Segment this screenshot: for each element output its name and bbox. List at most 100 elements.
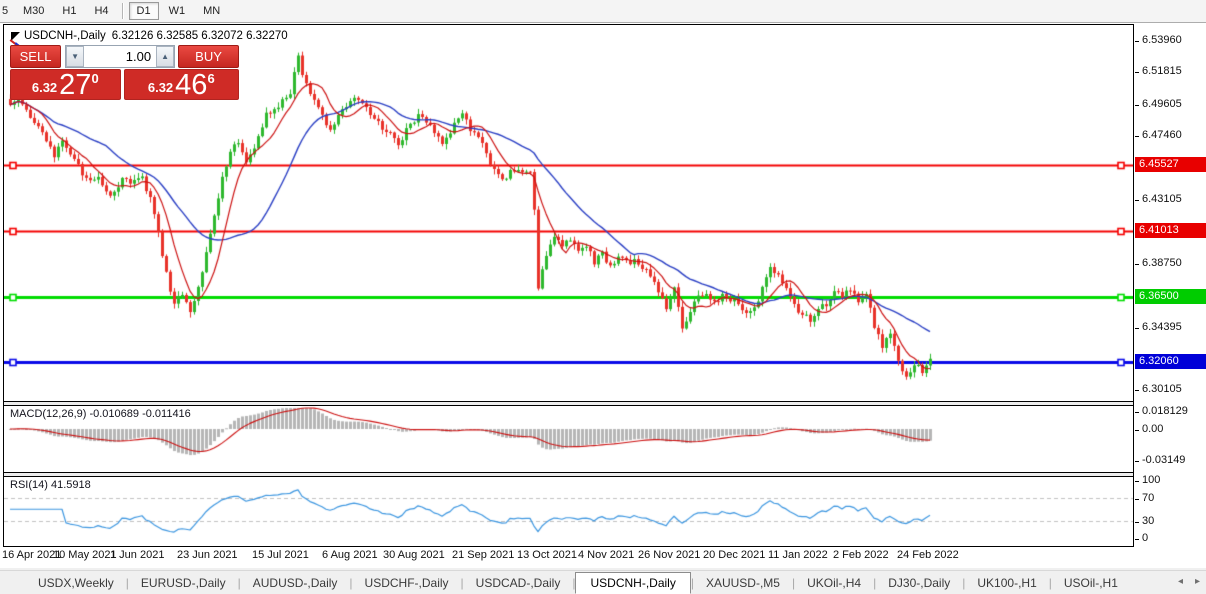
timeframe-m30-button[interactable]: M30 — [23, 5, 45, 17]
tab-usdchf-daily[interactable]: USDCHF-,Daily — [364, 575, 449, 590]
tab-dj30-daily[interactable]: DJ30-,Daily — [888, 575, 951, 590]
price-panel: USDCNH-,Daily 6.32126 6.32585 6.32072 6.… — [4, 25, 1133, 401]
timeframe-h4-button[interactable]: H4 — [94, 5, 109, 17]
tab-separator: | — [349, 575, 353, 590]
axis-tick-label: 70 — [1142, 491, 1155, 504]
one-click-trade-panel: SELL ▼ 1.00 ▲ BUY 6.32 27 0 6.32 46 6 — [10, 45, 239, 100]
date-tick-label: 30 Aug 2021 — [383, 549, 445, 561]
tab-usdcnh-daily[interactable]: USDCNH-,Daily — [575, 571, 691, 594]
price-level-badge-6.32060: 6.32060 — [1135, 353, 1206, 369]
axis-tick-label: -0.03149 — [1142, 454, 1186, 467]
macd-chart-canvas[interactable] — [4, 406, 1133, 472]
axis-tick-label: 30 — [1142, 514, 1155, 527]
tab-separator: | — [690, 575, 694, 590]
sell-price-prefix: 6.32 — [31, 80, 58, 95]
tab-scroll-left-button[interactable]: ◂ — [1177, 576, 1183, 587]
sell-price-point: 0 — [91, 71, 99, 86]
timeframe-mn-button[interactable]: MN — [203, 5, 221, 17]
tab-usdcad-daily[interactable]: USDCAD-,Daily — [475, 575, 561, 590]
macd-label: MACD(12,26,9) -0.010689 -0.011416 — [10, 408, 191, 420]
tab-scroll-right-button[interactable]: ▸ — [1194, 576, 1200, 587]
buy-button[interactable]: BUY — [178, 45, 239, 68]
timeframe-d1-button[interactable]: D1 — [128, 2, 159, 20]
date-tick-label: 6 Aug 2021 — [322, 549, 378, 561]
axis-tick-mark — [1135, 41, 1139, 42]
volume-decrease-button[interactable]: ▼ — [66, 46, 85, 67]
volume-increase-button[interactable]: ▲ — [156, 46, 175, 67]
axis-tick-label: 0.00 — [1142, 423, 1164, 435]
panel-splitter[interactable] — [4, 472, 1133, 477]
axis-tick-label: 100 — [1142, 474, 1161, 487]
axis-tick-mark — [1135, 498, 1139, 500]
timeframe-h1-button[interactable]: H1 — [62, 5, 77, 17]
panel-splitter[interactable] — [4, 401, 1133, 406]
chart-title: USDCNH-,Daily — [24, 30, 106, 42]
axis-tick-label: 6.38750 — [1142, 256, 1182, 269]
volume-input[interactable]: 1.00 — [125, 49, 152, 64]
axis-tick-mark — [1135, 539, 1139, 540]
buy-price-point: 6 — [207, 71, 215, 86]
tab-separator: | — [791, 575, 796, 590]
buy-price-prefix: 6.32 — [147, 80, 174, 95]
axis-tick-label: 6.43105 — [1142, 193, 1182, 206]
date-tick-label: 23 Jun 2021 — [177, 549, 238, 561]
tab-uk100-h1[interactable]: UK100-,H1 — [977, 575, 1037, 590]
chart-tab-bar: USDX,Weekly | EURUSD-,Daily | AUDUSD-,Daily |… — [0, 570, 1206, 594]
tab-separator: | — [237, 575, 241, 590]
date-tick-label: 26 Nov 2021 — [638, 549, 701, 561]
tab-usoil-h1[interactable]: USOil-,H1 — [1063, 575, 1118, 590]
tab-separator: | — [460, 575, 464, 590]
timeframe-w1-button[interactable]: W1 — [168, 5, 186, 17]
tab-separator: | — [125, 575, 129, 590]
axis-tick-mark — [1135, 72, 1139, 74]
tab-ukoil-h4[interactable]: UKOil-,H4 — [807, 575, 862, 590]
chart-ohlc-values: 6.32126 6.32585 6.32072 6.32270 — [111, 30, 288, 42]
axis-tick-mark — [1135, 481, 1139, 483]
date-tick-label: 11 Jan 2022 — [768, 549, 828, 561]
tab-scroll-nav: ◂ ▸ — [1178, 576, 1200, 587]
rsi-label: RSI(14) 41.5918 — [10, 479, 91, 491]
axis-tick-label: 0.018129 — [1142, 404, 1188, 417]
date-tick-label: 10 May 2021 — [53, 549, 117, 561]
axis-tick-mark — [1135, 136, 1139, 138]
date-tick-label: 2 Feb 2022 — [833, 549, 889, 561]
price-axis[interactable]: 6.53960 6.51815 6.49605 6.47460 6.43105 6.387… — [1135, 24, 1206, 566]
axis-tick-mark — [1135, 200, 1139, 202]
date-tick-label: 16 Apr 2021 — [2, 549, 62, 561]
chart-window: USDCNH-,Daily 6.32126 6.32585 6.32072 6.… — [3, 24, 1134, 547]
tab-audusd-daily[interactable]: AUDUSD-,Daily — [252, 575, 338, 590]
axis-tick-mark — [1135, 430, 1139, 431]
buy-price-button[interactable]: 6.32 46 6 — [123, 69, 239, 101]
tab-separator: | — [572, 575, 576, 590]
date-axis[interactable]: 16 Apr 2021 10 May 2021 1 Jun 2021 23 Jun 2… — [0, 548, 1135, 564]
macd-panel: MACD(12,26,9) -0.010689 -0.011416 — [4, 406, 1133, 472]
axis-tick-mark — [1135, 461, 1139, 463]
tab-xauusd-m5[interactable]: XAUUSD-,M5 — [705, 575, 780, 590]
axis-tick-mark — [1135, 390, 1139, 392]
axis-tick-mark — [1135, 521, 1139, 523]
date-tick-label: 21 Sep 2021 — [452, 549, 515, 561]
buy-price-pips: 46 — [175, 69, 208, 101]
axis-tick-label: 6.53960 — [1142, 34, 1182, 46]
volume-stepper: ▼ 1.00 ▲ — [65, 45, 176, 68]
chart-corner-icon — [9, 31, 27, 51]
axis-tick-mark — [1135, 104, 1139, 106]
axis-tick-mark — [1135, 327, 1139, 329]
tab-separator: | — [1048, 575, 1052, 590]
sell-button[interactable]: SELL — [10, 45, 62, 68]
date-tick-label: 4 Nov 2021 — [578, 549, 635, 561]
sell-price-button[interactable]: 6.32 27 0 — [10, 69, 121, 100]
timeframe-partial[interactable]: 5 — [2, 5, 9, 17]
price-level-badge-6.36500: 6.36500 — [1135, 288, 1206, 304]
rsi-panel: RSI(14) 41.5918 — [4, 477, 1133, 546]
axis-tick-label: 6.47460 — [1142, 129, 1182, 142]
axis-tick-label: 6.34395 — [1142, 320, 1182, 333]
price-level-badge-6.45527: 6.45527 — [1135, 156, 1206, 172]
date-tick-label: 1 Jun 2021 — [110, 549, 165, 561]
timeframe-toolbar: 5 M30 H1 H4 D1 W1 MN — [0, 0, 1206, 23]
toolbar-separator — [121, 3, 124, 19]
rsi-chart-canvas[interactable] — [4, 477, 1133, 546]
tab-eurusd-daily[interactable]: EURUSD-,Daily — [140, 575, 226, 590]
tab-usdx-weekly[interactable]: USDX,Weekly — [38, 575, 114, 590]
axis-tick-mark — [1135, 263, 1139, 265]
